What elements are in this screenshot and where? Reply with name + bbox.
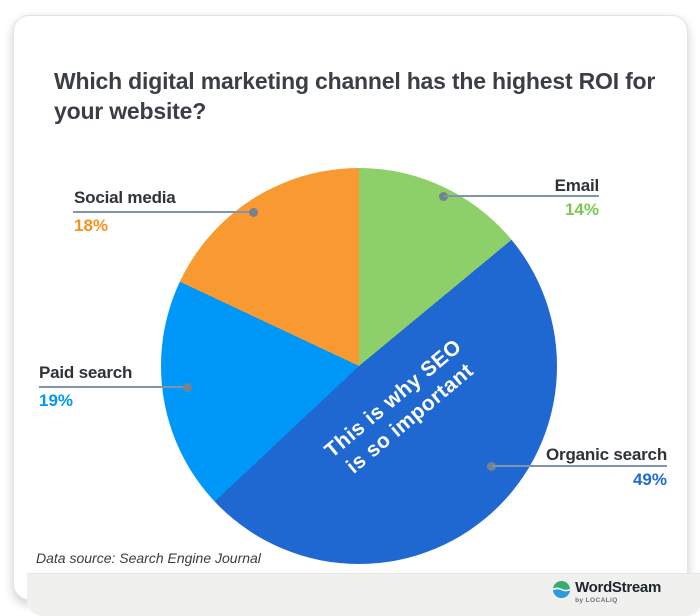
footer-bar xyxy=(27,573,700,616)
chart-card: Which digital marketing channel has the … xyxy=(13,15,700,616)
callout-label-paid-search: Paid search xyxy=(39,363,133,382)
callout-pct-organic-search: 49% xyxy=(632,470,667,489)
wordstream-brand-sub: by LOCALiQ xyxy=(575,597,618,604)
callout-pct-social-media: 18% xyxy=(74,216,109,235)
wordstream-logo-icon xyxy=(553,581,571,598)
data-source-note: Data source: Search Engine Journal xyxy=(36,550,261,566)
callout-line-email xyxy=(444,195,599,197)
callout-dot-email xyxy=(439,192,448,201)
wordstream-brand-name: WordStream xyxy=(575,579,661,596)
callout-label-email: Email xyxy=(554,176,600,195)
chart-title: Which digital marketing channel has the … xyxy=(54,68,656,124)
callout-line-paid-search xyxy=(39,386,188,388)
callout-dot-organic-search xyxy=(487,462,496,471)
pie-chart xyxy=(161,168,557,564)
callout-label-organic-search: Organic search xyxy=(546,445,667,464)
callout-pct-paid-search: 19% xyxy=(39,391,74,410)
callout-line-social-media xyxy=(73,211,254,213)
wordstream-brand: WordStream by LOCALiQ xyxy=(553,579,661,604)
callout-dot-paid-search xyxy=(183,383,192,392)
callout-pct-email: 14% xyxy=(564,200,599,219)
callout-dot-social-media xyxy=(249,208,258,217)
callout-line-organic-search xyxy=(492,465,667,467)
callout-label-social-media: Social media xyxy=(74,188,176,207)
